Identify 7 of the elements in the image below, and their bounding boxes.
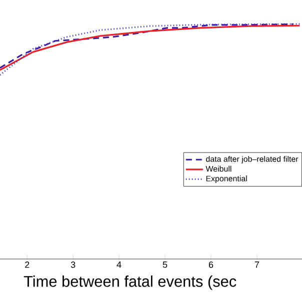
x-axis-title: Time between fatal events (sec [24, 276, 236, 290]
x-tick-label: 6 [208, 262, 214, 268]
x-tick-label: 4 [116, 262, 122, 268]
x-tick-label: 5 [162, 262, 168, 268]
x-tick-label: 3 [70, 262, 76, 268]
x-tick-label: 2 [25, 262, 30, 268]
x-tick-label: 7 [254, 262, 259, 268]
